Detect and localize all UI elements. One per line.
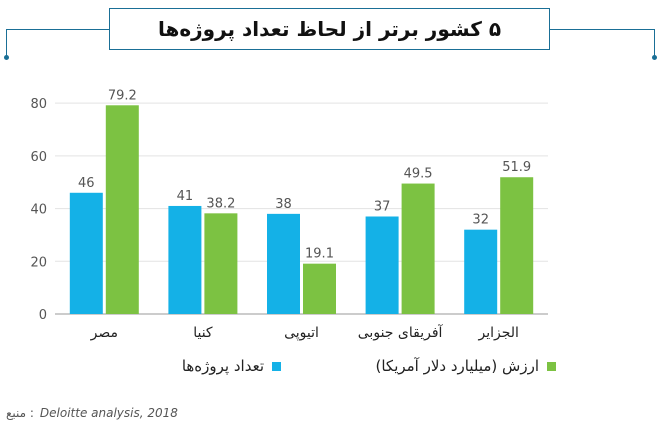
source-reference: Deloitte analysis, 2018	[39, 406, 178, 420]
y-tick-label: 0	[39, 308, 47, 323]
bar-projects	[464, 229, 498, 314]
legend-swatch-value	[547, 361, 556, 371]
bar-value	[500, 177, 534, 314]
bar-value	[303, 263, 336, 314]
bar-value	[105, 105, 139, 315]
data-label: 37	[374, 199, 391, 214]
data-label: 38	[275, 197, 292, 212]
title-box: ۵ کشور برتر از لحاظ تعداد پروژه‌ها	[109, 8, 550, 50]
frame-left-dot	[4, 55, 9, 60]
bar-projects	[168, 205, 202, 314]
x-category-label: آفریقای جنوبی	[358, 324, 444, 341]
x-category-label: اتیوپی	[284, 325, 319, 341]
source-label: منبع :	[6, 406, 34, 420]
data-label: 32	[472, 213, 489, 228]
bar-chart: 0 20 40 60 80 46 79.2 مصر 41 38.2 کنیا 38 19.1 اتیوپی…	[30, 88, 548, 341]
legend-item-projects: تعداد پروژه‌ها	[182, 357, 281, 375]
data-label: 79.2	[108, 88, 137, 103]
legend: تعداد پروژه‌ها ارزش (میلیارد دلار آمریکا…	[0, 357, 661, 377]
legend-label-projects: تعداد پروژه‌ها	[181, 357, 264, 375]
bar-value	[204, 213, 238, 314]
x-category-label: مصر	[90, 325, 118, 341]
y-tick-label: 60	[30, 150, 47, 165]
legend-item-value: ارزش (میلیارد دلار آمریکا)	[375, 357, 556, 375]
bar-projects	[69, 192, 103, 314]
data-label: 19.1	[305, 247, 334, 262]
x-category-label: الجزایر	[477, 325, 518, 341]
legend-label-value: ارزش (میلیارد دلار آمریکا)	[375, 357, 539, 375]
source-note: منبع : Deloitte analysis, 2018	[6, 406, 178, 420]
data-label: 51.9	[502, 160, 531, 175]
legend-swatch-projects	[272, 361, 281, 371]
bar-projects	[267, 213, 300, 314]
y-tick-label: 80	[30, 97, 47, 112]
data-label: 49.5	[404, 167, 433, 182]
chart-title: ۵ کشور برتر از لحاظ تعداد پروژه‌ها	[157, 17, 502, 41]
bar-projects	[365, 216, 399, 314]
y-tick-label: 40	[30, 203, 47, 218]
frame-right-dot	[652, 55, 657, 60]
data-label: 41	[177, 189, 194, 204]
frame-right-tick	[654, 29, 655, 57]
y-tick-label: 20	[30, 255, 47, 270]
bar-value	[401, 183, 435, 314]
frame-left-tick	[6, 29, 7, 57]
data-label: 38.2	[206, 196, 235, 211]
x-category-label: کنیا	[193, 325, 213, 341]
data-label: 46	[78, 176, 95, 191]
